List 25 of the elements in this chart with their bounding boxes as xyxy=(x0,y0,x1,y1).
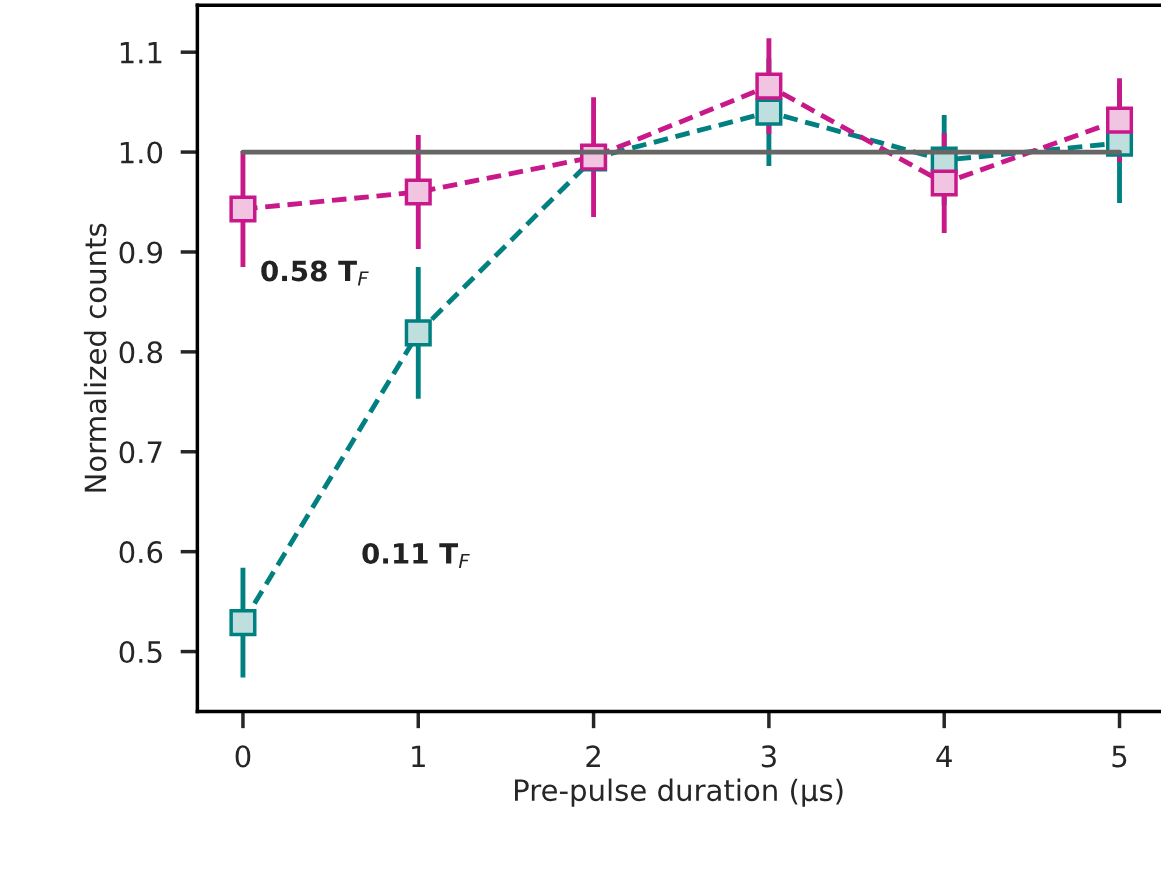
y-tick-label: 0.9 xyxy=(119,241,162,264)
point xyxy=(404,319,432,347)
y-tick-label: 0.7 xyxy=(119,441,162,464)
point xyxy=(755,72,783,100)
point xyxy=(930,169,958,197)
point xyxy=(229,195,257,223)
point xyxy=(229,609,257,637)
x-tick-label: 4 xyxy=(936,745,952,767)
y-tick-label: 1.0 xyxy=(120,141,163,164)
point xyxy=(755,98,783,126)
y-tick-label: 0.8 xyxy=(119,341,163,364)
x-tick-label: 1 xyxy=(412,745,425,767)
x-tick-label: 3 xyxy=(761,745,776,768)
y-tick-label: 0.5 xyxy=(119,640,162,664)
annotation: 0.58 T$_{F}$ xyxy=(261,260,369,286)
y-tick-label: 1.1 xyxy=(120,42,162,64)
x-tick-label: 5 xyxy=(1112,745,1127,768)
point xyxy=(404,178,432,206)
y-tick-label: 0.6 xyxy=(119,541,163,564)
y-axis-title: Normalized counts xyxy=(83,223,107,492)
annotation: 0.11 T$_{F}$ xyxy=(362,542,470,569)
point xyxy=(1105,106,1134,134)
x-tick-label: 2 xyxy=(586,745,600,767)
x-tick-label: 0 xyxy=(235,745,251,768)
x-axis-title: Pre-pulse duration (µs) xyxy=(515,778,843,807)
